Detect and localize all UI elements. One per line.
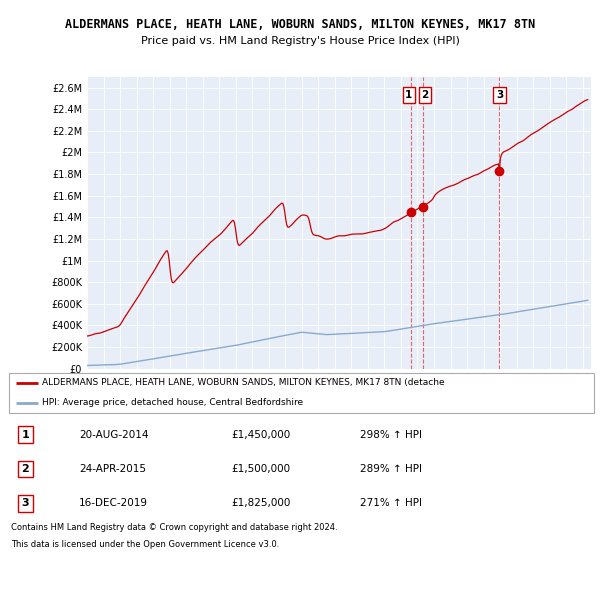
Text: £1,500,000: £1,500,000 (232, 464, 290, 474)
Text: 3: 3 (496, 90, 503, 100)
Text: 1: 1 (405, 90, 413, 100)
Text: 24-APR-2015: 24-APR-2015 (79, 464, 146, 474)
Text: Contains HM Land Registry data © Crown copyright and database right 2024.: Contains HM Land Registry data © Crown c… (11, 523, 337, 532)
Text: £1,825,000: £1,825,000 (232, 499, 290, 508)
Text: 298% ↑ HPI: 298% ↑ HPI (360, 430, 422, 440)
Text: ALDERMANS PLACE, HEATH LANE, WOBURN SANDS, MILTON KEYNES, MK17 8TN (detache: ALDERMANS PLACE, HEATH LANE, WOBURN SAND… (43, 378, 445, 388)
Text: Price paid vs. HM Land Registry's House Price Index (HPI): Price paid vs. HM Land Registry's House … (140, 37, 460, 46)
Text: 2: 2 (22, 464, 29, 474)
Text: ALDERMANS PLACE, HEATH LANE, WOBURN SANDS, MILTON KEYNES, MK17 8TN: ALDERMANS PLACE, HEATH LANE, WOBURN SAND… (65, 18, 535, 31)
Text: HPI: Average price, detached house, Central Bedfordshire: HPI: Average price, detached house, Cent… (43, 398, 304, 408)
Text: 289% ↑ HPI: 289% ↑ HPI (360, 464, 422, 474)
Text: 271% ↑ HPI: 271% ↑ HPI (360, 499, 422, 508)
Text: £1,450,000: £1,450,000 (232, 430, 290, 440)
FancyBboxPatch shape (9, 373, 594, 413)
Text: 1: 1 (22, 430, 29, 440)
Text: 3: 3 (22, 499, 29, 508)
Text: 20-AUG-2014: 20-AUG-2014 (79, 430, 149, 440)
Text: This data is licensed under the Open Government Licence v3.0.: This data is licensed under the Open Gov… (11, 540, 279, 549)
Text: 2: 2 (421, 90, 429, 100)
Text: 16-DEC-2019: 16-DEC-2019 (79, 499, 148, 508)
